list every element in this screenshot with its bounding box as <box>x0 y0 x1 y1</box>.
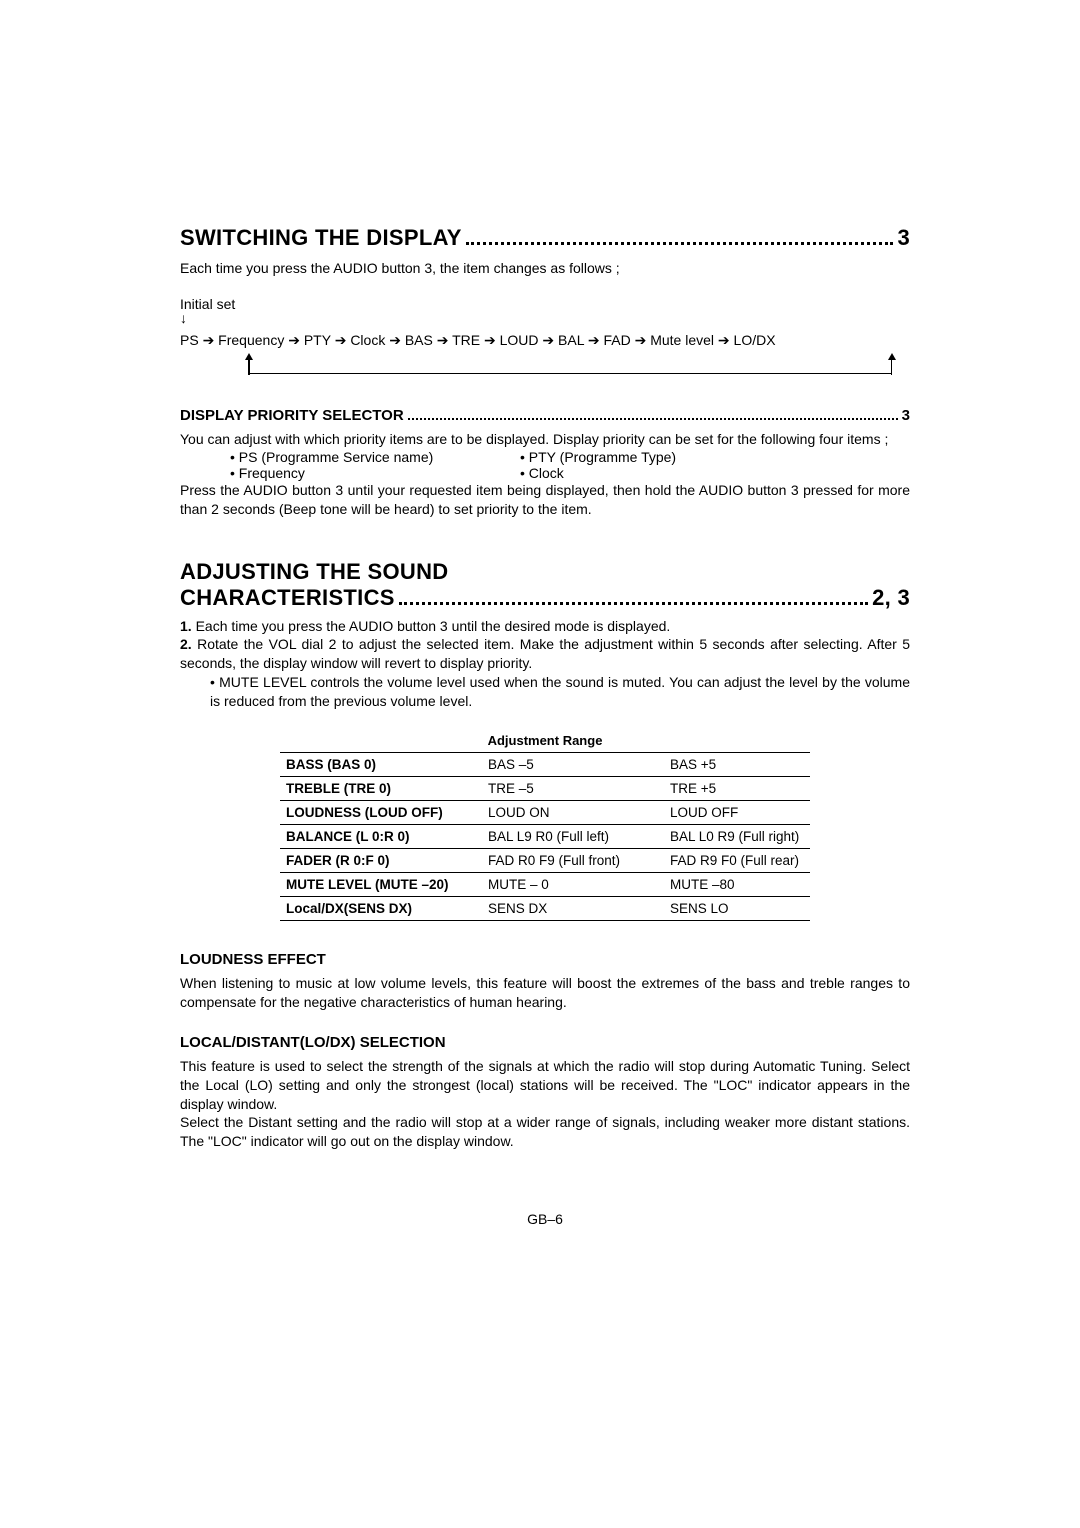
step-2: 2. Rotate the VOL dial 2 to adjust the s… <box>180 635 910 673</box>
heading-ref-number: 2, 3 <box>872 585 910 611</box>
subheading-loudness: LOUDNESS EFFECT <box>180 951 910 968</box>
page-footer: GB–6 <box>180 1211 910 1227</box>
range-min: LOUD ON <box>482 801 664 825</box>
range-label: BALANCE (L 0:R 0) <box>280 825 482 849</box>
table-row: FADER (R 0:F 0)FAD R0 F9 (Full front)FAD… <box>280 849 810 873</box>
range-max: MUTE –80 <box>664 873 810 897</box>
step-number: 2. <box>180 636 192 652</box>
range-max: TRE +5 <box>664 777 810 801</box>
range-label: BASS (BAS 0) <box>280 753 482 777</box>
section-heading-switching: SWITCHING THE DISPLAY 3 <box>180 225 910 251</box>
priority-paragraph-1: You can adjust with which priority items… <box>180 430 910 449</box>
range-min: FAD R0 F9 (Full front) <box>482 849 664 873</box>
switching-intro: Each time you press the AUDIO button 3, … <box>180 259 910 278</box>
table-row: LOUDNESS (LOUD OFF)LOUD ONLOUD OFF <box>280 801 810 825</box>
page-content: SWITCHING THE DISPLAY 3 Each time you pr… <box>180 0 910 1227</box>
table-row: BALANCE (L 0:R 0)BAL L9 R0 (Full left)BA… <box>280 825 810 849</box>
range-max: SENS LO <box>664 897 810 921</box>
bullet-item: • PS (Programme Service name) <box>230 449 520 465</box>
bullet-item: • Clock <box>520 465 810 481</box>
subheading-priority: DISPLAY PRIORITY SELECTOR 3 <box>180 407 910 424</box>
range-min: TRE –5 <box>482 777 664 801</box>
heading-text: SWITCHING THE DISPLAY <box>180 225 462 251</box>
range-max: FAD R9 F0 (Full rear) <box>664 849 810 873</box>
table-row: TREBLE (TRE 0)TRE –5TRE +5 <box>280 777 810 801</box>
step-2-bullet: • MUTE LEVEL controls the volume level u… <box>210 673 910 711</box>
bullet-column-right: • PTY (Programme Type) • Clock <box>520 449 810 481</box>
heading-text-line2: CHARACTERISTICS <box>180 585 395 611</box>
range-min: MUTE – 0 <box>482 873 664 897</box>
subheading-text: DISPLAY PRIORITY SELECTOR <box>180 407 404 424</box>
range-label: LOUDNESS (LOUD OFF) <box>280 801 482 825</box>
table-row: Local/DX(SENS DX)SENS DXSENS LO <box>280 897 810 921</box>
range-max: BAL L0 R9 (Full right) <box>664 825 810 849</box>
range-label: MUTE LEVEL (MUTE –20) <box>280 873 482 897</box>
step-number: 1. <box>180 618 192 634</box>
range-min: BAS –5 <box>482 753 664 777</box>
lodx-p1: This feature is used to select the stren… <box>180 1057 910 1114</box>
step-text: Each time you press the AUDIO button 3 u… <box>196 618 671 634</box>
range-label: FADER (R 0:F 0) <box>280 849 482 873</box>
adjustment-range-table: BASS (BAS 0)BAS –5BAS +5TREBLE (TRE 0)TR… <box>280 752 810 921</box>
step-1: 1. Each time you press the AUDIO button … <box>180 617 910 636</box>
heading-leader-dots <box>399 602 868 605</box>
range-max: LOUD OFF <box>664 801 810 825</box>
range-min: BAL L9 R0 (Full left) <box>482 825 664 849</box>
bullet-item: • Frequency <box>230 465 520 481</box>
bullet-item: • PTY (Programme Type) <box>520 449 810 465</box>
bullet-column-left: • PS (Programme Service name) • Frequenc… <box>230 449 520 481</box>
display-flow-sequence: PS ➔ Frequency ➔ PTY ➔ Clock ➔ BAS ➔ TRE… <box>180 332 910 349</box>
loop-arrow-icon <box>245 355 895 379</box>
range-label: TREBLE (TRE 0) <box>280 777 482 801</box>
range-label: Local/DX(SENS DX) <box>280 897 482 921</box>
heading-ref-number: 3 <box>897 225 910 251</box>
step-text: Rotate the VOL dial 2 to adjust the sele… <box>180 636 910 671</box>
lodx-p2: Select the Distant setting and the radio… <box>180 1113 910 1151</box>
table-row: BASS (BAS 0)BAS –5BAS +5 <box>280 753 810 777</box>
down-arrow-icon: ↓ <box>180 310 910 326</box>
range-min: SENS DX <box>482 897 664 921</box>
range-max: BAS +5 <box>664 753 810 777</box>
subheading-ref-number: 3 <box>902 407 910 424</box>
heading-leader-dots <box>408 418 898 420</box>
loudness-body: When listening to music at low volume le… <box>180 974 910 1012</box>
section-heading-adjusting: ADJUSTING THE SOUND CHARACTERISTICS 2, 3 <box>180 559 910 611</box>
subheading-lodx: LOCAL/DISTANT(LO/DX) SELECTION <box>180 1034 910 1051</box>
table-title: Adjustment Range <box>180 733 910 748</box>
table-row: MUTE LEVEL (MUTE –20)MUTE – 0MUTE –80 <box>280 873 810 897</box>
priority-bullet-columns: • PS (Programme Service name) • Frequenc… <box>230 449 910 481</box>
heading-text-line1: ADJUSTING THE SOUND <box>180 559 449 585</box>
heading-leader-dots <box>466 242 894 245</box>
priority-paragraph-2: Press the AUDIO button 3 until your requ… <box>180 481 910 519</box>
